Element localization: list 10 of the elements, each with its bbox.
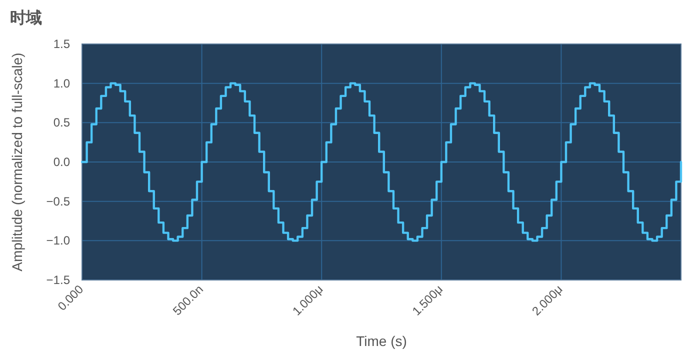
y-tick-label: 0.0	[53, 155, 70, 169]
y-tick-label: −1.0	[46, 234, 70, 248]
y-tick-label: 0.5	[53, 116, 70, 130]
y-axis-title: Amplitude (normalized to full-scale)	[9, 52, 25, 272]
y-tick-label: 1.5	[53, 37, 70, 51]
chart-title: 时域	[10, 9, 42, 27]
y-tick-label: −0.5	[46, 194, 70, 208]
y-tick-label: 1.0	[53, 76, 70, 90]
x-axis-title: Time (s)	[356, 333, 407, 349]
y-tick-label: −1.5	[46, 273, 70, 287]
